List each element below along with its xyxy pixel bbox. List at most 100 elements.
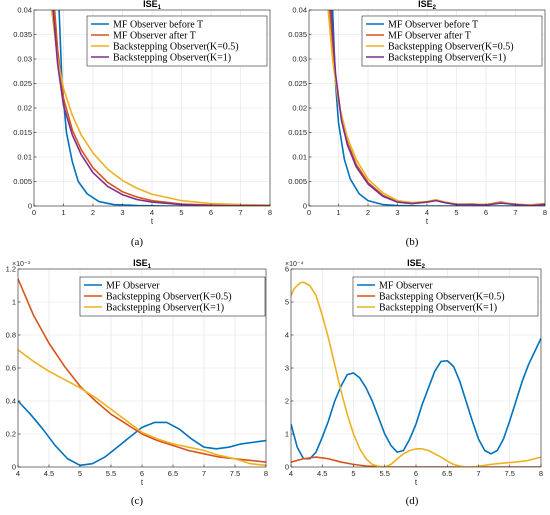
caption-d: (d) xyxy=(405,495,419,507)
x-tick-label: 2 xyxy=(91,208,95,217)
x-tick-label: 0 xyxy=(32,208,36,217)
chart-panel-d: 4 4.5 5 5.5 6 6.5 7 7.5 8 0 1 2 3 4 5 6 ×10⁻⁴ t ISE2 MF Obs… xyxy=(275,257,550,514)
y-tick-label: 1 xyxy=(12,298,16,307)
legend xyxy=(79,276,266,317)
legend-entry: MF Observer xyxy=(379,280,433,291)
y-exponent: ×10⁻⁴ xyxy=(285,261,304,268)
y-tick-label: 0.2 xyxy=(6,430,16,439)
x-tick-label: 7 xyxy=(513,208,517,217)
x-tick-label: 4 xyxy=(425,208,429,217)
x-tick-label: 8 xyxy=(268,208,272,217)
y-tick-label: 1 xyxy=(285,430,289,439)
y-tick-label: 0.03 xyxy=(292,55,307,64)
x-tick-label: 6 xyxy=(140,469,144,478)
x-tick-label: 2 xyxy=(366,208,370,217)
legend-entry: Backstepping Observer(K=0.5) xyxy=(106,291,232,302)
x-tick-label: 7.5 xyxy=(505,469,515,478)
legend-entry: Backstepping Observer(K=0.5) xyxy=(388,41,514,52)
chart-panel-a: 0 1 2 3 4 5 6 7 8 0 0.005 0.01 0.015 0.02 0.025 0.03 0.0… xyxy=(0,0,275,257)
x-tick-label: 7 xyxy=(238,208,242,217)
series-line-4 xyxy=(330,10,545,206)
legend-entry: Backstepping Observer(K=1) xyxy=(388,52,506,63)
x-tick-label: 4.5 xyxy=(317,469,327,478)
x-tick-label: 5 xyxy=(351,469,355,478)
y-tick-label: 0 xyxy=(28,202,32,211)
x-tick-label: 4 xyxy=(150,208,154,217)
y-tick-label: 3 xyxy=(285,364,289,373)
y-tick-label: 0 xyxy=(12,463,16,472)
y-tick-label: 0.01 xyxy=(292,153,307,162)
y-tick-label: 0 xyxy=(303,202,307,211)
series-line-3 xyxy=(50,10,270,206)
y-tick-label: 5 xyxy=(285,298,289,307)
x-tick-label: 3 xyxy=(120,208,124,217)
legend xyxy=(361,15,543,67)
legend-entry: Backstepping Observer(K=1) xyxy=(106,302,224,313)
chart-title: ISE1 xyxy=(133,258,152,270)
y-tick-label: 4 xyxy=(285,331,289,340)
legend xyxy=(352,276,539,317)
x-tick-label: 7 xyxy=(476,469,480,478)
x-tick-label: 1 xyxy=(336,208,340,217)
chart-title: ISE2 xyxy=(418,0,437,11)
chart-panel-b: 0 1 2 3 4 5 6 7 8 0 0.005 0.01 0.015 0.02 0.025 0.03 0.0… xyxy=(275,0,550,257)
legend-entry: Backstepping Observer(K=0.5) xyxy=(379,291,505,302)
x-axis-label: t xyxy=(141,478,144,487)
x-tick-label: 4 xyxy=(289,469,293,478)
caption-c: (c) xyxy=(130,495,144,507)
series-line-1 xyxy=(331,10,545,206)
y-tick-label: 1.2 xyxy=(6,265,16,274)
series-line-2 xyxy=(18,278,266,463)
x-axis-label: t xyxy=(426,217,429,226)
x-tick-label: 5.5 xyxy=(380,469,390,478)
x-tick-label: 8 xyxy=(539,469,543,478)
series-line-1 xyxy=(18,400,266,467)
y-tick-label: 0.025 xyxy=(288,79,307,88)
x-tick-label: 0 xyxy=(307,208,311,217)
x-tick-label: 1 xyxy=(61,208,65,217)
legend-entry: MF Observer after T xyxy=(113,30,196,41)
chart-svg: 0 1 2 3 4 5 6 7 8 0 0.005 0.01 0.015 0.02 0.025 0.03 0.0… xyxy=(13,0,272,226)
y-exponent: ×10⁻³ xyxy=(12,261,31,268)
series-line-3 xyxy=(18,349,266,467)
y-tick-label: 0.4 xyxy=(6,397,16,406)
caption-b: (b) xyxy=(405,236,419,248)
y-tick-label: 0.035 xyxy=(13,30,32,39)
legend-entry: Backstepping Observer(K=1) xyxy=(379,302,497,313)
y-tick-label: 0.025 xyxy=(13,79,32,88)
legend-entry: MF Observer before T xyxy=(113,19,203,30)
x-tick-label: 3 xyxy=(395,208,399,217)
x-tick-label: 5 xyxy=(454,208,458,217)
x-tick-label: 7.5 xyxy=(230,469,240,478)
x-tick-label: 7 xyxy=(202,469,206,478)
y-tick-label: 6 xyxy=(285,265,289,274)
y-tick-label: 0.005 xyxy=(13,177,32,186)
y-tick-label: 0.04 xyxy=(17,6,32,15)
x-tick-label: 6.5 xyxy=(168,469,178,478)
x-tick-label: 4.5 xyxy=(44,469,54,478)
legend-entry: MF Observer before T xyxy=(388,19,478,30)
x-tick-label: 5.5 xyxy=(106,469,116,478)
series-line-1 xyxy=(291,337,541,460)
y-tick-label: 0.01 xyxy=(17,153,32,162)
x-tick-label: 5 xyxy=(179,208,183,217)
y-tick-label: 0.015 xyxy=(288,128,307,137)
x-axis-label: t xyxy=(151,217,154,226)
chart-title: ISE1 xyxy=(143,0,162,11)
chart-svg: 4 4.5 5 5.5 6 6.5 7 7.5 8 0 0.2 0.4 0.6 0.8 1 1.2×10⁻³ t… xyxy=(6,258,269,487)
y-tick-label: 2 xyxy=(285,397,289,406)
y-tick-label: 0.04 xyxy=(292,6,307,15)
chart-panel-c: 4 4.5 5 5.5 6 6.5 7 7.5 8 0 0.2 0.4 0.6 0.8 1 1.2 ×10⁻³ t… xyxy=(0,257,275,514)
legend xyxy=(86,15,268,67)
y-tick-label: 0 xyxy=(285,463,289,472)
x-tick-label: 4 xyxy=(16,469,20,478)
y-tick-label: 0.035 xyxy=(288,30,307,39)
x-tick-label: 6 xyxy=(209,208,213,217)
series-line-3 xyxy=(291,281,541,467)
x-tick-label: 6.5 xyxy=(442,469,452,478)
x-tick-label: 6 xyxy=(414,469,418,478)
legend-entry: Backstepping Observer(K=0.5) xyxy=(113,41,239,52)
y-tick-label: 0.015 xyxy=(13,128,32,137)
y-tick-label: 0.8 xyxy=(6,331,16,340)
x-tick-label: 8 xyxy=(543,208,547,217)
